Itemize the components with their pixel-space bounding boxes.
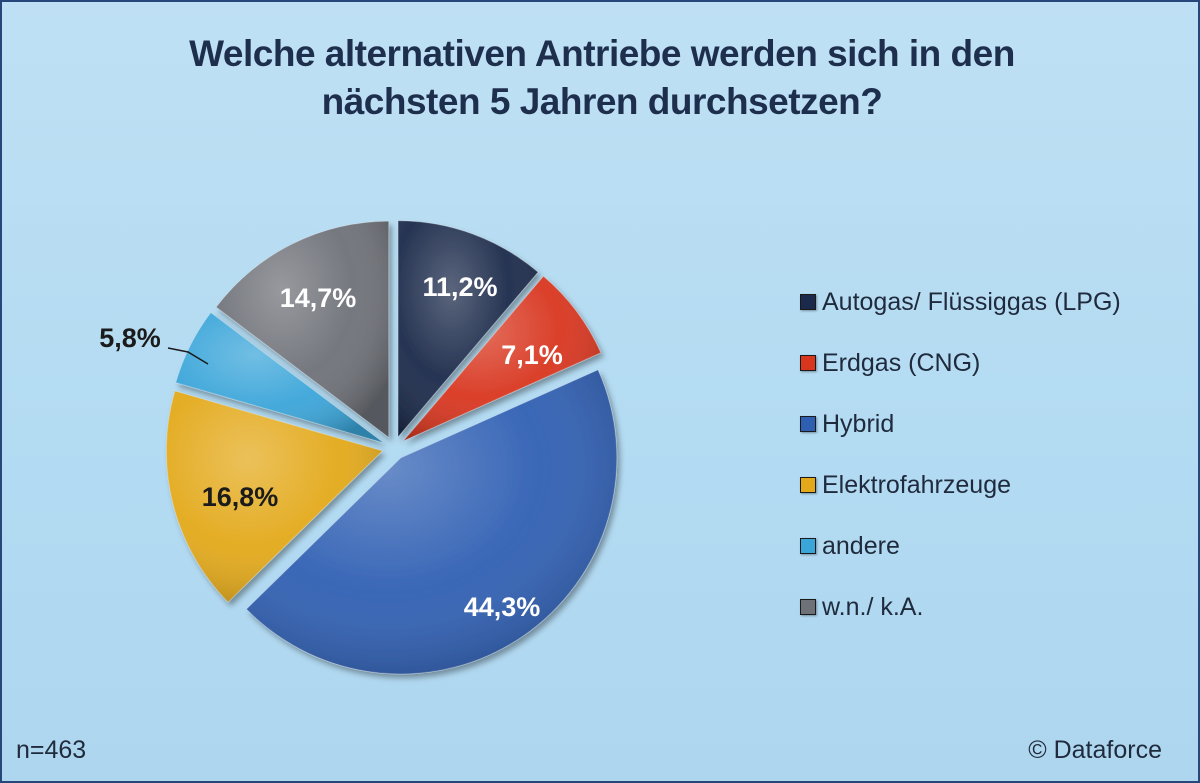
pie-slice-shade-cng bbox=[403, 276, 601, 441]
legend-item-elektro: Elektrofahrzeuge bbox=[800, 465, 1190, 526]
legend-swatch-andere bbox=[800, 538, 816, 554]
legend-item-cng: Erdgas (CNG) bbox=[800, 343, 1190, 404]
legend-item-andere: andere bbox=[800, 526, 1190, 587]
pie-slice-wn-ka bbox=[215, 220, 390, 439]
pie-slice-andere bbox=[175, 311, 384, 444]
pie-label-wn-ka: 14,7% bbox=[280, 283, 357, 313]
chart-title-line-1: Welche alternativen Antriebe werden sich… bbox=[189, 33, 1015, 74]
pie-label-cng: 7,1% bbox=[501, 340, 563, 370]
legend-label-lpg: Autogas/ Flüssiggas (LPG) bbox=[822, 288, 1121, 316]
pie-slice-cng bbox=[403, 275, 602, 442]
pie-label-hybrid: 44,3% bbox=[464, 592, 541, 622]
chart-title: Welche alternativen Antriebe werden sich… bbox=[62, 30, 1142, 126]
legend-label-andere: andere bbox=[822, 532, 900, 560]
legend-item-wn-ka: w.n./ k.A. bbox=[800, 587, 1190, 648]
legend-label-wn-ka: w.n./ k.A. bbox=[822, 593, 924, 621]
legend-swatch-wn-ka bbox=[800, 599, 816, 615]
legend-label-elektro: Elektrofahrzeuge bbox=[822, 471, 1012, 499]
legend-swatch-cng bbox=[800, 355, 816, 371]
pie-label-lpg: 11,2% bbox=[422, 272, 497, 302]
pie-labels: 11,2% 7,1% 44,3% 16,8% 5,8% 14,7% bbox=[99, 272, 563, 622]
pie-slice-shade-wn-ka bbox=[216, 221, 389, 438]
legend-item-hybrid: Hybrid bbox=[800, 404, 1190, 465]
legend: Autogas/ Flüssiggas (LPG) Erdgas (CNG) H… bbox=[800, 282, 1190, 648]
copyright: © Dataforce bbox=[1028, 736, 1162, 764]
legend-item-lpg: Autogas/ Flüssiggas (LPG) bbox=[800, 282, 1190, 343]
pie-slice-shade-elektro bbox=[166, 390, 383, 603]
pie-label-andere: 5,8% bbox=[99, 323, 161, 353]
pie-slice-shade-lpg bbox=[398, 220, 539, 437]
chart-title-line-2: nächsten 5 Jahren durchsetzen? bbox=[321, 81, 883, 122]
legend-label-hybrid: Hybrid bbox=[822, 410, 895, 438]
pie-slice-elektro bbox=[165, 390, 384, 603]
legend-swatch-hybrid bbox=[800, 416, 816, 432]
pie-slices bbox=[165, 220, 618, 675]
pie-slice-shade-hybrid bbox=[246, 369, 617, 674]
legend-swatch-elektro bbox=[800, 477, 816, 493]
leader-line-andere bbox=[167, 347, 209, 365]
pie-slice-hybrid bbox=[245, 369, 618, 675]
pie-slice-lpg bbox=[397, 220, 539, 439]
pie-slice-shade-andere bbox=[175, 312, 384, 443]
legend-label-cng: Erdgas (CNG) bbox=[822, 349, 981, 377]
pie-label-elektro: 16,8% bbox=[202, 482, 279, 512]
legend-swatch-lpg bbox=[800, 294, 816, 310]
sample-size: n=463 bbox=[16, 736, 87, 764]
